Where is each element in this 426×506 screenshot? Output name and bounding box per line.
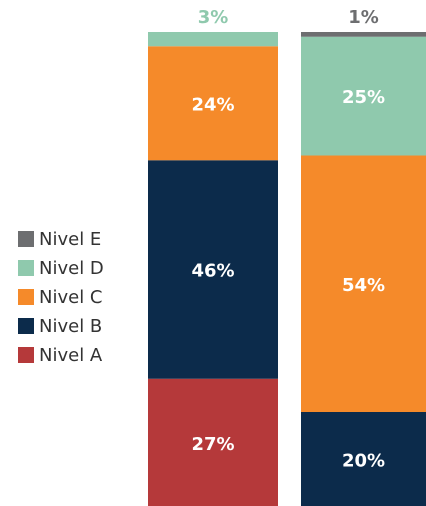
legend-label: Nivel C <box>39 287 102 308</box>
bar-segment <box>301 412 426 506</box>
legend-label: Nivel B <box>39 316 102 337</box>
bar-segment <box>148 32 278 47</box>
bar-segment <box>301 36 426 156</box>
legend-swatch <box>18 318 34 334</box>
legend-label: Nivel D <box>39 258 104 279</box>
value-label: 27% <box>191 434 234 455</box>
legend-swatch <box>18 231 34 247</box>
legend-label: Nivel E <box>39 229 101 250</box>
legend-swatch <box>18 260 34 276</box>
bar-segment <box>301 155 426 412</box>
legend-label: Nivel A <box>39 345 103 366</box>
bar-segment <box>148 378 278 506</box>
bar-segment <box>148 160 278 379</box>
value-label: 46% <box>191 261 234 282</box>
legend-swatch <box>18 347 34 363</box>
bar-segment <box>148 46 278 161</box>
value-label: 1% <box>348 7 379 28</box>
bar-segment <box>301 32 426 37</box>
value-label: 25% <box>342 87 385 108</box>
value-label: 3% <box>198 7 229 28</box>
value-label: 54% <box>342 275 385 296</box>
legend-swatch <box>18 289 34 305</box>
value-label: 24% <box>191 94 234 115</box>
value-label: 20% <box>342 451 385 472</box>
